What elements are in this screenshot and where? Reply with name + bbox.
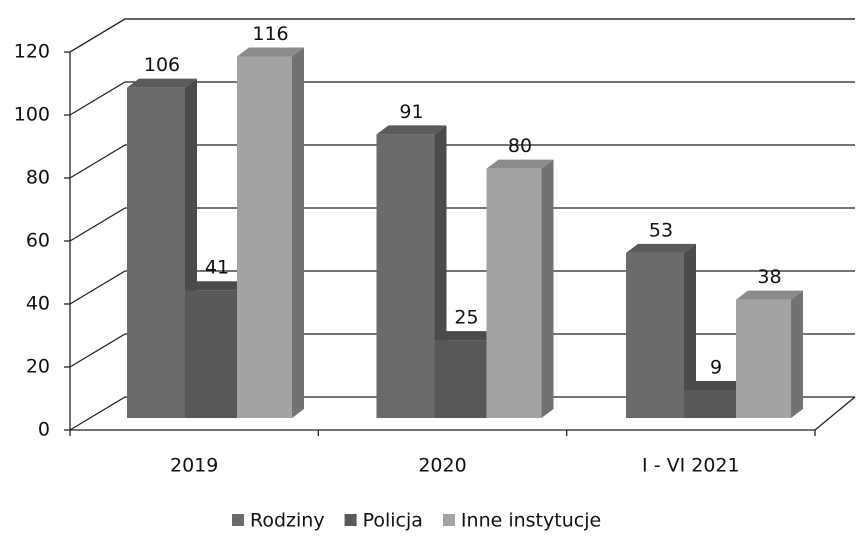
- data-label: 116: [252, 23, 288, 45]
- legend-swatch: [442, 514, 455, 526]
- bar-top: [185, 281, 249, 291]
- bar-group: [736, 290, 803, 418]
- data-label: 91: [399, 101, 423, 123]
- bar-top: [376, 125, 447, 135]
- legend-label: Inne instytucje: [461, 510, 601, 532]
- x-tick-label: 2020: [418, 455, 466, 477]
- bar-side: [292, 47, 304, 418]
- bar-top: [486, 159, 554, 169]
- y-tick-label: 120: [14, 41, 50, 63]
- data-label: 106: [144, 54, 180, 76]
- data-label: 53: [649, 219, 673, 241]
- grid-line: [69, 396, 855, 431]
- data-label: 9: [710, 356, 722, 378]
- legend-swatch: [344, 514, 357, 526]
- grid-line: [69, 333, 855, 368]
- bar: [376, 134, 435, 418]
- bar-top: [127, 78, 197, 88]
- bar: [684, 389, 736, 418]
- y-tick-label: 60: [26, 230, 50, 252]
- grid-line: [69, 270, 855, 305]
- bar-top: [237, 47, 304, 57]
- y-tick-label: 40: [26, 293, 50, 315]
- floor-edge: [814, 396, 856, 431]
- data-label: 80: [508, 135, 532, 157]
- bar-top: [626, 243, 696, 253]
- legend-label: Rodziny: [250, 510, 325, 532]
- bar-side: [791, 290, 803, 418]
- grid-line: [69, 81, 855, 116]
- bar-side: [684, 243, 696, 418]
- bar: [736, 299, 791, 418]
- axis-wall: [69, 18, 855, 53]
- data-label: 41: [205, 257, 229, 279]
- y-tick-label: 20: [26, 356, 50, 378]
- bar-side: [541, 159, 554, 418]
- bar: [127, 87, 185, 418]
- bar: [434, 340, 487, 418]
- grid-line: [69, 144, 855, 179]
- bar: [486, 168, 542, 418]
- y-tick-label: 0: [38, 419, 50, 441]
- bar-top: [736, 290, 803, 300]
- grid-line: [69, 207, 855, 242]
- bar: [626, 252, 684, 418]
- x-tick-label: I - VI 2021: [642, 455, 740, 477]
- legend-label: Policja: [363, 510, 423, 532]
- x-tick-label: 2019: [170, 455, 218, 477]
- y-tick-label: 100: [14, 104, 50, 126]
- bar-group: [237, 47, 304, 418]
- bar-group: [626, 243, 696, 418]
- bar: [185, 290, 237, 418]
- bar-group: [486, 159, 554, 418]
- bar-group: [376, 125, 447, 418]
- y-tick-label: 80: [26, 167, 50, 189]
- data-label: 25: [454, 307, 478, 329]
- bar: [237, 56, 292, 418]
- bar-top: [684, 380, 748, 390]
- bar-top: [434, 331, 499, 341]
- data-label: 38: [757, 266, 781, 288]
- grid-line: [69, 18, 855, 53]
- legend-swatch: [232, 514, 244, 526]
